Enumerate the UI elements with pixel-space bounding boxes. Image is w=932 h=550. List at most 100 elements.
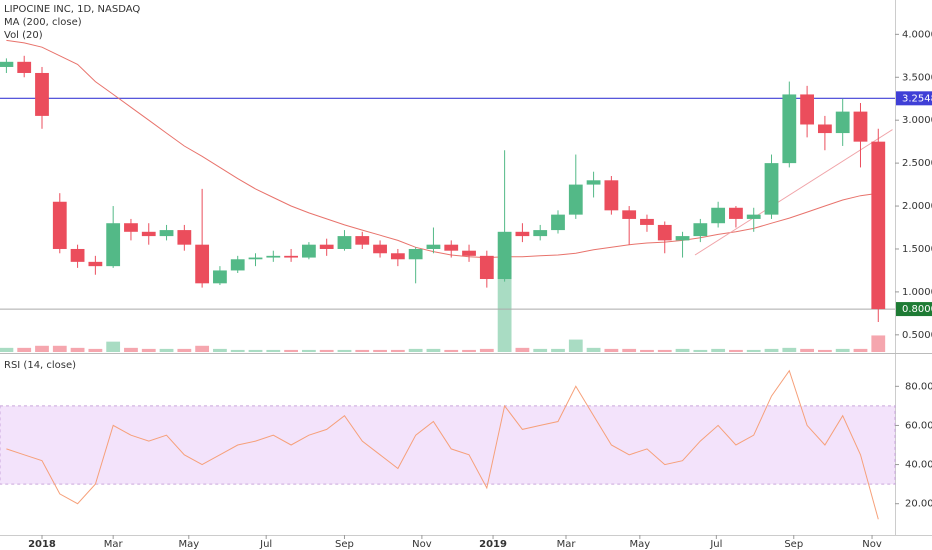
y-tick-label: 4.0000 [902,29,932,40]
candle-body [800,94,814,125]
x-tick-label: Sep [335,539,354,550]
candle-body [479,255,494,280]
volume-bar [622,348,637,352]
candle-body [355,236,370,245]
volume-legend: Vol (20) [4,30,43,41]
candle-body [390,253,405,260]
candle-body [141,231,156,237]
candle-body [622,210,637,219]
volume-bar [604,348,619,352]
candle-body [426,244,441,249]
volume-bar [106,341,121,352]
horizontal-line-label-box [896,302,932,317]
volume-bar [177,348,192,352]
volume-bar [479,348,494,352]
candle-body [213,270,227,284]
x-tick-label: May [178,539,199,550]
candle-body [230,259,245,271]
volume-bar [373,349,387,352]
candle-body [729,207,743,219]
candle-body [70,248,85,262]
volume-bar [551,348,565,352]
rsi-band [0,405,896,485]
candle-body [52,201,67,249]
rsi-legend: RSI (14, close) [4,360,76,371]
candle-body [159,230,174,237]
candle-body [88,261,103,267]
candle-body [746,214,761,219]
volume-bar [88,348,103,352]
candle-body [106,223,121,267]
rsi-y-tick-label: 60.00 [905,420,932,431]
volume-bar [640,349,654,352]
volume-bar [729,349,743,352]
y-tick-label: 3.0000 [902,115,932,126]
volume-bar [213,348,227,352]
candle-body [444,244,459,251]
volume-bar [17,347,32,352]
volume-bar [70,347,85,352]
volume-bar [355,349,370,352]
candle-body [640,218,654,225]
candle-body [17,61,32,73]
candle-body [195,244,210,284]
ma-legend: MA (200, close) [4,17,82,28]
volume-bar [817,349,832,352]
volume-bar [35,345,49,352]
volume-bar [230,349,245,352]
volume-bar [711,348,726,352]
candle-body [284,255,298,258]
x-tick-label: Mar [104,539,124,550]
candle-body [124,223,138,232]
candle-body [782,94,797,164]
volume-bar [675,348,690,352]
chart-title: LIPOCINE INC, 1D, NASDAQ [4,4,140,15]
volume-bar [657,349,672,352]
rsi-y-tick-label: 40.00 [905,460,932,471]
x-tick-label: 2019 [479,539,507,550]
volume-bar [390,349,405,352]
x-tick-label: May [630,539,651,550]
candle-body [853,111,868,142]
volume-bar [195,345,210,352]
candle-body [693,223,708,237]
candle-body [35,72,49,116]
horizontal-line-label: 3.2548 [902,93,932,104]
candle-body [871,141,886,310]
candle-body [266,255,281,258]
ma-line [6,39,879,259]
volume-bar [319,349,334,352]
y-tick-label: 1.0000 [902,287,932,298]
horizontal-line-label: 0.8000 [902,304,932,315]
candle-body [177,230,192,245]
volume-bar [159,348,174,352]
y-tick-label: 2.0000 [902,201,932,212]
volume-bar [284,349,298,352]
volume-bar [497,269,512,352]
x-tick-label: Mar [557,539,577,550]
volume-bar [124,347,138,352]
volume-bar [0,347,14,352]
volume-bar [835,348,850,352]
volume-bar [764,348,779,352]
volume-bar [248,349,263,352]
volume-bar [141,348,156,352]
volume-bar [586,347,601,352]
volume-bar [693,349,708,352]
candle-body [533,230,548,237]
x-tick-label: Nov [862,539,882,550]
volume-bar [782,347,797,352]
candle-body [0,61,14,67]
x-tick-label: 2018 [28,539,56,550]
x-tick-label: Sep [784,539,803,550]
candle-body [764,163,779,215]
candle-body [301,244,316,258]
volume-bar [515,347,530,352]
rsi-y-tick-label: 20.00 [905,499,932,510]
volume-bar [444,349,459,352]
volume-bar [266,349,281,352]
candle-body [657,224,672,241]
y-tick-label: 2.5000 [902,158,932,169]
volume-bar [301,349,316,352]
